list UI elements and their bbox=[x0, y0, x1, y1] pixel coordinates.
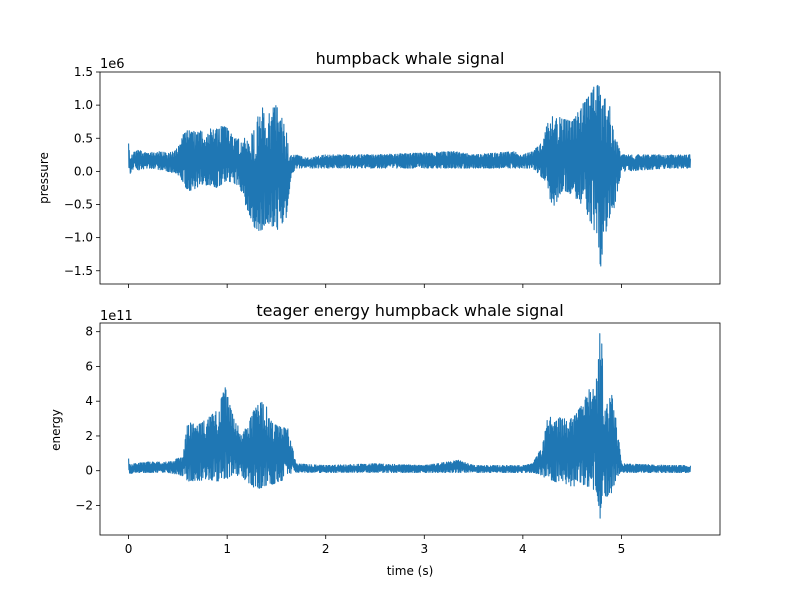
pressure-y-tick-label: 1.5 bbox=[74, 65, 93, 79]
pressure-y-tick-label: −1.5 bbox=[64, 264, 93, 278]
pressure-y-tick-label: −0.5 bbox=[64, 198, 93, 212]
energy-x-tick-label: 1 bbox=[223, 542, 231, 556]
energy-y-tick-label: 0 bbox=[85, 464, 93, 478]
energy-title: teager energy humpback whale signal bbox=[256, 301, 563, 320]
energy-y-axis-label: energy bbox=[49, 409, 63, 451]
energy-x-axis-label: time (s) bbox=[387, 564, 434, 578]
energy-y-tick-label: 4 bbox=[85, 394, 93, 408]
pressure-y-tick-label: 0.0 bbox=[74, 164, 93, 178]
pressure-scale-label: 1e6 bbox=[100, 57, 125, 72]
energy-plot-area: 0 1 2 3 4 5 −2 0 2 4 6 8 bbox=[75, 322, 721, 556]
energy-x-tick-label: 3 bbox=[420, 542, 428, 556]
energy-y-tick-label: 8 bbox=[85, 325, 93, 339]
pressure-series-line bbox=[128, 84, 691, 267]
energy-axes-frame bbox=[99, 322, 721, 536]
energy-y-tick-label: −2 bbox=[75, 498, 93, 512]
pressure-title: humpback whale signal bbox=[316, 49, 505, 68]
energy-scale-label: 1e11 bbox=[100, 309, 133, 324]
pressure-plot-area: −1.5 −1.0 −0.5 0.0 0.5 1.0 1.5 bbox=[64, 65, 721, 288]
energy-panel: teager energy humpback whale signal 1e11… bbox=[49, 301, 721, 578]
energy-y-tick-label: 6 bbox=[85, 359, 93, 373]
pressure-y-tick-label: 0.5 bbox=[74, 131, 93, 145]
pressure-panel: humpback whale signal 1e6 pressure −1.5−… bbox=[37, 49, 721, 288]
energy-x-tick-label: 2 bbox=[322, 542, 330, 556]
pressure-axes-frame bbox=[99, 71, 721, 285]
pressure-y-tick-label: −1.0 bbox=[64, 231, 93, 245]
energy-x-tick-label: 4 bbox=[519, 542, 527, 556]
pressure-y-axis-label: pressure bbox=[37, 152, 51, 204]
pressure-y-tick-label: 1.0 bbox=[74, 98, 93, 112]
energy-x-tick-label: 0 bbox=[125, 542, 133, 556]
energy-y-tick-label: 2 bbox=[85, 429, 93, 443]
energy-series-line bbox=[128, 333, 691, 519]
energy-x-tick-label: 5 bbox=[618, 542, 626, 556]
